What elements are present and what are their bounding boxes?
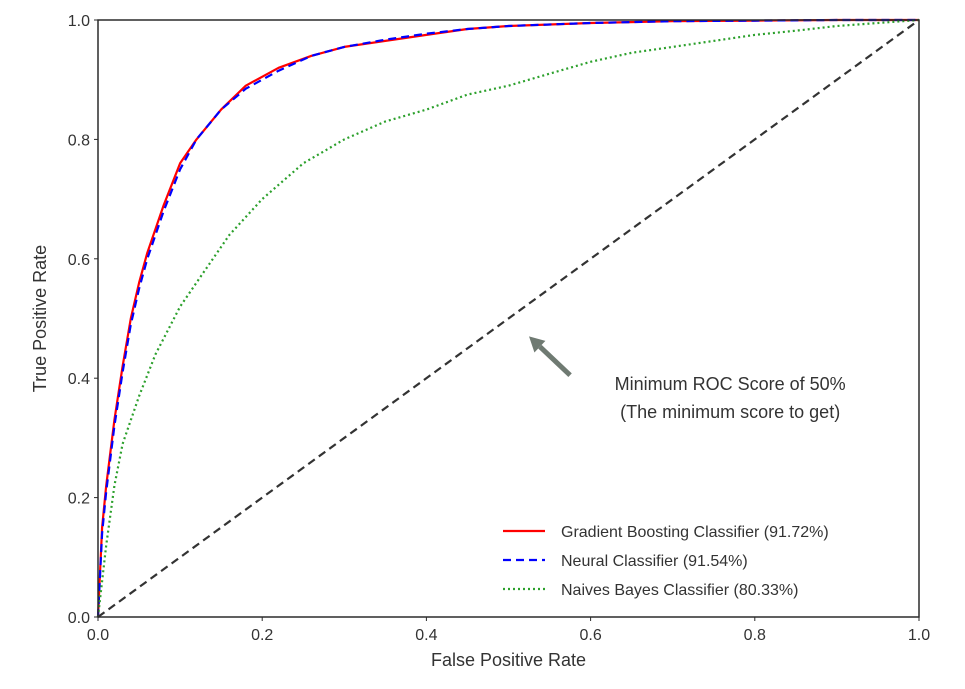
x-axis-label: False Positive Rate [431, 650, 586, 670]
plot-frame [97, 19, 920, 618]
y-tick-label: 0.0 [68, 610, 90, 627]
y-axis-label: True Positive Rate [30, 245, 50, 392]
series-line-3 [97, 19, 920, 618]
x-tick-label: 0.4 [415, 627, 437, 644]
legend-label: Naives Bayes Classifier (80.33%) [561, 582, 798, 599]
x-tick-label: 0.8 [744, 627, 766, 644]
y-tick-label: 0.8 [68, 132, 90, 149]
legend-label: Gradient Boosting Classifier (91.72%) [561, 524, 829, 541]
y-tick-label: 0.6 [68, 252, 90, 269]
annotation: Minimum ROC Score of 50% (The minimum sco… [529, 336, 846, 422]
plot-area [96, 18, 920, 618]
y-tick-label: 0.4 [68, 371, 90, 388]
x-tick-label: 0.2 [251, 627, 273, 644]
legend-label: Neural Classifier (91.54%) [561, 553, 748, 570]
annotation-text-line: Minimum ROC Score of 50% [615, 374, 846, 394]
series-line-1 [96, 18, 919, 618]
annotation-text-line: (The minimum score to get) [620, 402, 840, 422]
annotation-arrow-head [529, 336, 546, 353]
y-tick-label: 0.2 [68, 491, 90, 508]
annotation-arrow-shaft [538, 344, 572, 378]
x-tick-label: 0.0 [87, 627, 109, 644]
x-tick-label: 0.6 [579, 627, 601, 644]
legend: Gradient Boosting Classifier (91.72%) Neu… [503, 524, 829, 599]
axis-ticks: 0.0 0.2 0.4 0.6 0.8 1.0 0.0 0.2 0.4 0.6 0.8 1.0 [68, 13, 930, 644]
x-tick-label: 1.0 [908, 627, 930, 644]
y-tick-label: 1.0 [68, 13, 90, 30]
